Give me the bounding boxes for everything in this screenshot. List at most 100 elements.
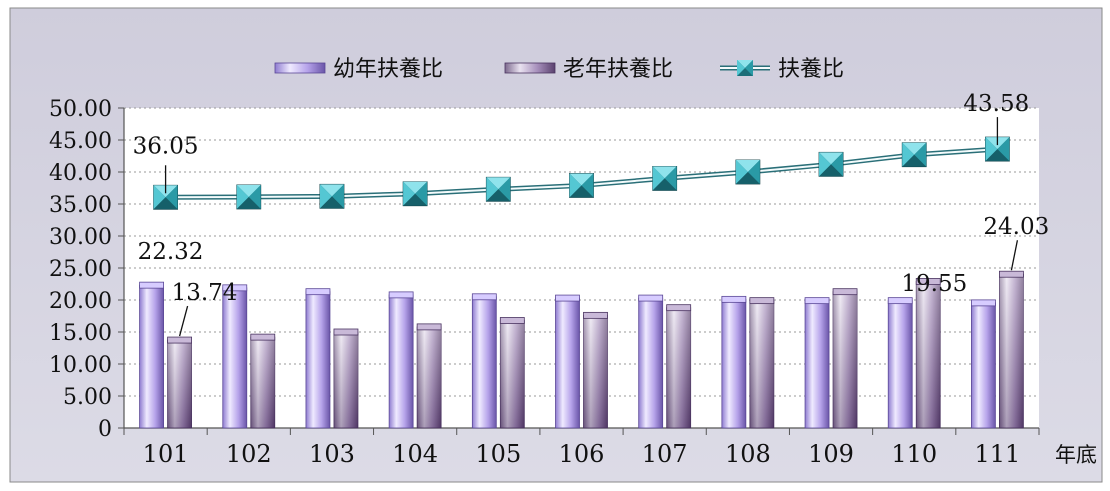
y-tick-label: 35.00	[49, 193, 112, 218]
bar-young	[971, 302, 996, 429]
data-label: 36.05	[133, 133, 199, 159]
line-marker	[652, 165, 678, 191]
x-axis: 101 102 103 104 105 106 107 108 109 110 111 年底	[123, 427, 1097, 468]
x-tick-label: 101	[143, 440, 189, 468]
x-tick-label: 104	[392, 440, 438, 468]
data-label: 22.32	[138, 239, 204, 265]
y-tick-label: 45.00	[49, 129, 112, 154]
bar-cap	[804, 297, 830, 305]
bar-young	[887, 300, 913, 429]
bar-young	[305, 291, 331, 429]
data-label: 13.74	[172, 280, 238, 306]
bar-cap	[250, 333, 276, 341]
data-label-leader	[178, 305, 189, 337]
bar-cap	[167, 336, 192, 344]
bar-cap	[832, 288, 858, 296]
bar-young	[721, 298, 747, 429]
line-marker	[901, 142, 927, 168]
bar-cap	[638, 294, 664, 302]
legend-item: 幼年扶養比	[274, 57, 443, 82]
bar-old-shade	[999, 274, 1024, 428]
bar-cap	[499, 317, 525, 324]
line-marker	[569, 173, 594, 198]
bar-cap	[333, 328, 359, 336]
y-tick-label: 15.00	[49, 321, 112, 346]
x-tick-label: 109	[808, 440, 854, 468]
y-tick-label: 20.00	[49, 289, 112, 314]
bar-young	[555, 297, 580, 429]
y-tick-label: 40.00	[49, 161, 112, 186]
y-tick-label: 5.00	[63, 385, 112, 410]
line-marker	[153, 184, 178, 210]
bar-cap	[583, 311, 608, 319]
bar-young	[804, 300, 830, 429]
bar-young	[388, 294, 414, 429]
bar-cap	[999, 270, 1024, 278]
y-tick-label: 50.00	[49, 97, 112, 122]
x-tick-label: 106	[559, 440, 605, 468]
bar-cap	[416, 323, 442, 331]
bar-old-shade	[417, 326, 442, 428]
bar-old-shade	[666, 307, 691, 428]
line-series	[153, 136, 1010, 210]
bar-cap	[388, 291, 414, 299]
legend: 幼年扶養比 老年扶養比 扶養比	[274, 57, 844, 82]
bar-cap	[721, 295, 747, 303]
bar-cap	[139, 281, 164, 289]
x-tick-label: 111	[975, 440, 1021, 468]
x-tick-label: 110	[891, 440, 937, 468]
legend-swatch	[274, 62, 326, 74]
bar-old-shade	[167, 340, 192, 428]
line-marker	[818, 151, 844, 177]
y-tick-label: 0	[98, 417, 112, 442]
bar-cap	[555, 294, 580, 302]
x-tick-label: 102	[226, 440, 272, 468]
line-marker	[735, 159, 761, 185]
bar-cap	[666, 304, 692, 312]
bar-cap	[971, 299, 996, 307]
y-tick-label: 10.00	[49, 353, 112, 378]
data-label: 43.58	[963, 91, 1029, 117]
x-tick-label: 105	[475, 440, 521, 468]
data-labels: 36.05 22.32 13.74 43.58 19.55 24.03	[133, 91, 1049, 337]
bar-old-shade	[333, 332, 358, 428]
y-axis: 0 5.00 10.00 15.00 20.00 25.00 30.00 35.00 40.00…	[49, 97, 125, 442]
data-label: 24.03	[983, 214, 1049, 240]
bar-old-shade	[749, 300, 774, 428]
bar-cap	[749, 297, 775, 305]
y-tick-label: 30.00	[49, 225, 112, 250]
bar-old-shade	[916, 281, 941, 428]
bar-young	[222, 287, 248, 429]
bar-young	[638, 297, 664, 429]
bar-cap	[887, 297, 913, 305]
bar-young	[139, 284, 164, 429]
x-tick-label: 107	[642, 440, 688, 468]
data-label: 19.55	[901, 271, 967, 297]
y-tick-label: 25.00	[49, 257, 112, 282]
bar-cap	[222, 284, 248, 292]
bar-cap	[471, 293, 497, 301]
line-marker	[236, 184, 262, 210]
bar-cap	[305, 288, 331, 296]
legend-swatch	[504, 62, 556, 74]
data-label-leader	[1010, 240, 1019, 271]
bar-cap	[915, 278, 941, 285]
plot-area	[124, 108, 1039, 428]
line-marker	[319, 183, 345, 209]
x-axis-title: 年底	[1055, 443, 1097, 467]
bar-old-shade	[833, 291, 858, 428]
line-marker	[485, 176, 511, 202]
bar-old-shade	[500, 320, 525, 428]
x-tick-label: 108	[725, 440, 771, 468]
x-tick-label: 103	[309, 440, 355, 468]
line-marker	[402, 181, 428, 207]
legend-label: 老年扶養比	[563, 57, 673, 82]
bars	[139, 270, 1024, 429]
legend-item: 老年扶養比	[504, 57, 673, 82]
bar-old-shade	[583, 315, 608, 428]
legend-item: 扶養比	[720, 57, 844, 82]
legend-label: 幼年扶養比	[333, 57, 443, 82]
bar-young	[471, 296, 497, 429]
legend-label: 扶養比	[778, 57, 844, 82]
